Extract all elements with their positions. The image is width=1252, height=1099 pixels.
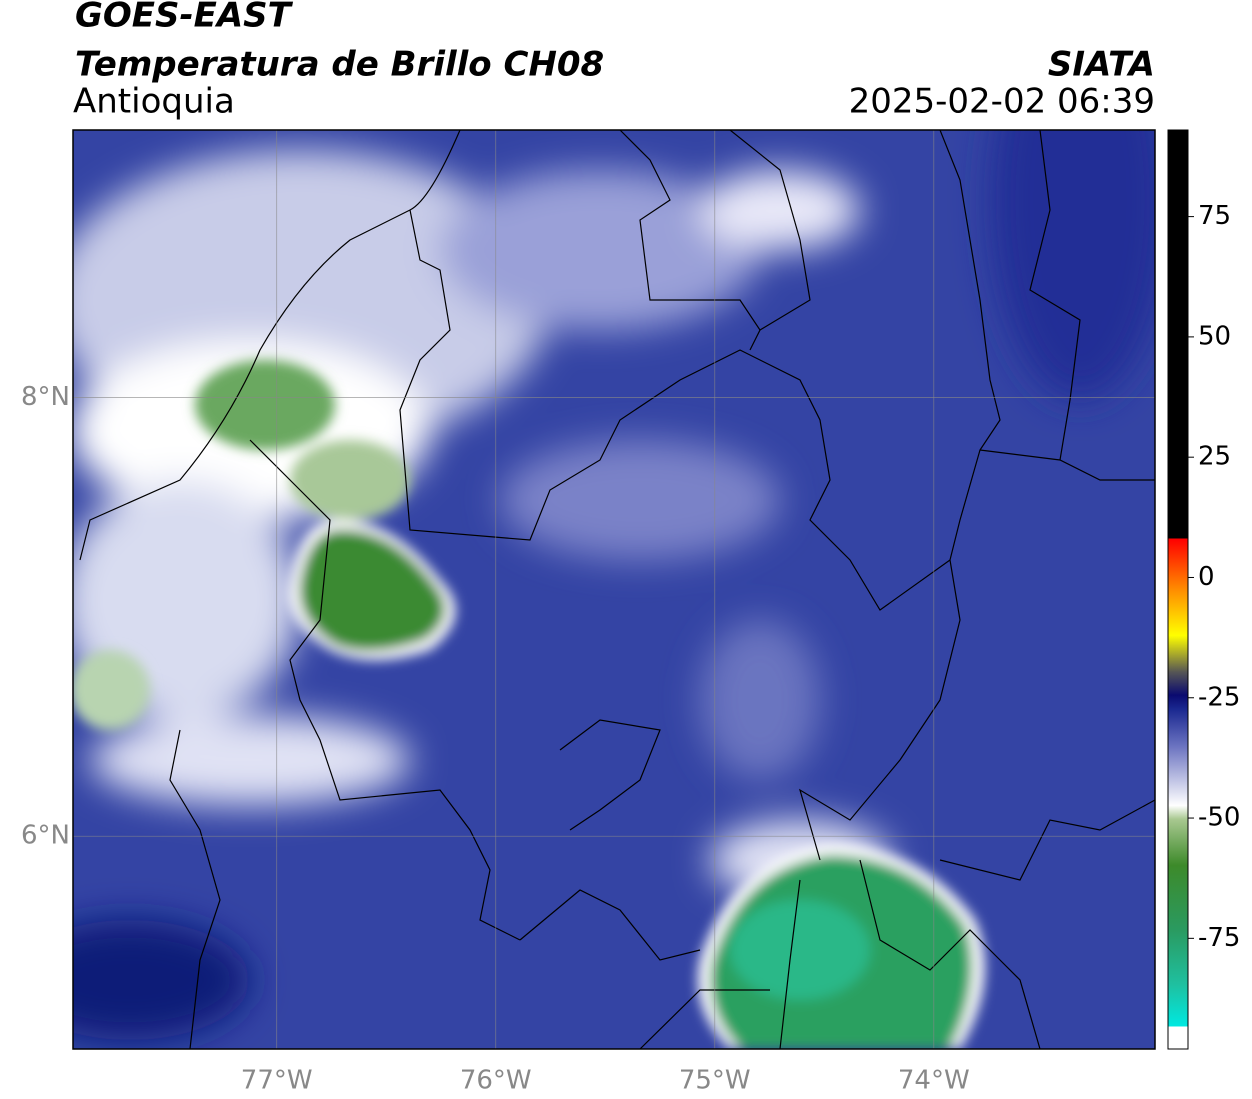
x-tick-label: 76°W	[460, 1066, 532, 1096]
colorbar-tick-label: 0	[1198, 562, 1215, 592]
satellite-image	[73, 130, 1155, 1049]
map-frame	[72, 129, 1156, 1050]
colorbar-tick-label: 50	[1198, 321, 1231, 351]
region: Antioquia	[73, 82, 235, 122]
colorbar-tick-label: 75	[1198, 201, 1231, 231]
colorbar-tick-label: 25	[1198, 442, 1231, 472]
colorbar-tick-label: -50	[1198, 803, 1240, 833]
datetime: 2025-02-02 06:39	[849, 82, 1155, 122]
y-tick-label: 8°N	[21, 382, 70, 412]
y-tick-label: 6°N	[21, 821, 70, 851]
colorbar-tick-label: -75	[1198, 923, 1240, 953]
source: SIATA	[1048, 45, 1155, 85]
grid	[73, 130, 1155, 1049]
borders	[79, 130, 1155, 1049]
colorbar	[1167, 129, 1189, 1050]
x-tick-label: 75°W	[679, 1066, 751, 1096]
subtitle: Temperatura de Brillo CH08	[75, 45, 604, 85]
x-tick-label: 77°W	[241, 1066, 313, 1096]
title: GOES-EAST	[75, 0, 294, 36]
x-tick-label: 74°W	[898, 1066, 970, 1096]
colorbar-tick-label: -25	[1198, 682, 1240, 712]
